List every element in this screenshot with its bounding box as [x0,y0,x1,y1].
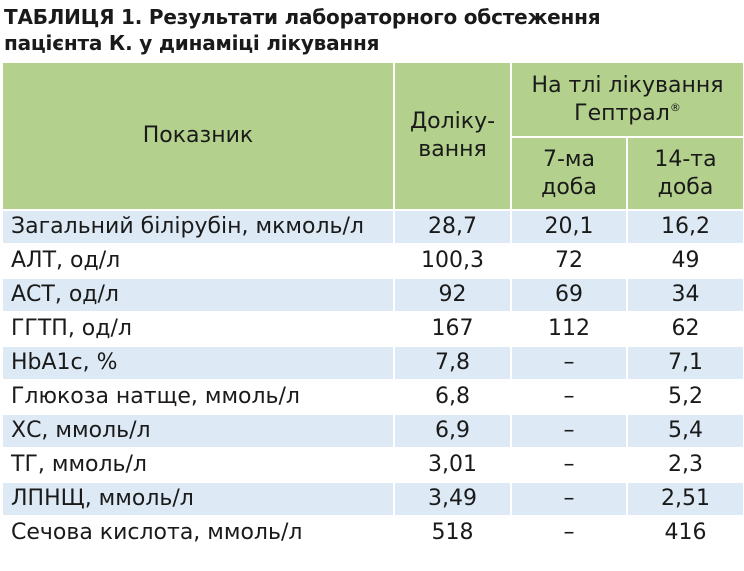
day-7-cell: – [510,481,628,517]
day-14-cell: 49 [626,243,744,279]
before-cell: 100,3 [393,243,512,279]
day-14-cell: 5,4 [626,413,744,449]
header-on-treatment-line-2: Гептрал® [512,100,743,128]
header-on-treatment: На тлі лікування Гептрал® [510,61,744,138]
table-row: HbA1c, % 7,8–7,1 [1,345,744,381]
header-day-7-line-2: доба [541,174,597,200]
day-7-cell: – [510,447,628,483]
drug-name: Гептрал [574,100,670,126]
header-day-14-line-1: 14-та [654,146,717,172]
header-before-treatment: Доліку- вання [393,61,512,211]
day-14-cell: 16,2 [626,209,744,245]
table-row: Сечова кислота, ммоль/л 518–416 [1,515,744,551]
day-7-cell: – [510,413,628,449]
table-title: ТАБЛИЦЯ 1. Результати лабораторного обст… [4,4,740,56]
day-14-cell: 62 [626,311,744,347]
before-cell: 28,7 [393,209,512,245]
table-row: Загальний білірубін, мкмоль/л 28,7 20,1 16,… [1,209,744,245]
day-7-cell: 69 [510,277,628,313]
day-14-cell: 416 [626,515,744,551]
before-cell: 518 [393,515,512,551]
lab-results-table: Показник Доліку- вання На тлі лікування … [1,61,744,551]
table-row: ЛПНЩ, ммоль/л 3,49–2,51 [1,481,744,517]
header-day-14: 14-та доба [626,136,744,211]
day-7-cell: 20,1 [510,209,628,245]
day-14-cell: 2,51 [626,481,744,517]
indicator-cell: ГГТП, од/л [1,311,395,347]
header-before-line-2: вання [418,137,487,162]
day-14-cell: 2,3 [626,447,744,483]
day-7-cell: – [510,345,628,381]
header-day-7-line-1: 7-ма [542,146,595,172]
table-row: АСТ, од/л 92 69 34 [1,277,744,313]
table-row: ТГ, ммоль/л 3,01–2,3 [1,447,744,483]
day-7-cell: 112 [510,311,628,347]
before-cell: 3,01 [393,447,512,483]
before-cell: 92 [393,277,512,313]
day-7-cell: – [510,379,628,415]
header-before-line-1: Доліку- [409,109,496,134]
table-row: АЛТ, од/л 100,3 72 49 [1,243,744,279]
indicator-cell: ЛПНЩ, ммоль/л [1,481,395,517]
indicator-cell: Сечова кислота, ммоль/л [1,515,395,551]
indicator-cell: Глюкоза натще, ммоль/л [1,379,395,415]
day-14-cell: 34 [626,277,744,313]
title-line-1: ТАБЛИЦЯ 1. Результати лабораторного обст… [4,5,601,29]
before-cell: 167 [393,311,512,347]
day-7-cell: – [510,515,628,551]
indicator-cell: HbA1c, % [1,345,395,381]
before-cell: 7,8 [393,345,512,381]
title-line-2: пацієнта К. у динаміці лікування [4,31,380,55]
table-row: ХС, ммоль/л 6,9–5,4 [1,413,744,449]
table-row: ГГТП, од/л 167 112 62 [1,311,744,347]
before-cell: 6,8 [393,379,512,415]
day-14-cell: 5,2 [626,379,744,415]
indicator-cell: АЛТ, од/л [1,243,395,279]
table-body: Загальний білірубін, мкмоль/л 28,7 20,1 16,… [1,209,744,551]
before-cell: 3,49 [393,481,512,517]
registered-mark: ® [669,100,681,114]
indicator-cell: ХС, ммоль/л [1,413,395,449]
day-7-cell: 72 [510,243,628,279]
header-day-7: 7-ма доба [510,136,628,211]
indicator-cell: ТГ, ммоль/л [1,447,395,483]
header-on-treatment-line-1: На тлі лікування [531,72,724,98]
table-row: Глюкоза натще, ммоль/л 6,8–5,2 [1,379,744,415]
header-day-14-line-2: доба [657,174,714,200]
header-indicator: Показник [1,61,395,211]
day-14-cell: 7,1 [626,345,744,381]
indicator-cell: АСТ, од/л [1,277,395,313]
indicator-cell: Загальний білірубін, мкмоль/л [1,209,395,245]
before-cell: 6,9 [393,413,512,449]
